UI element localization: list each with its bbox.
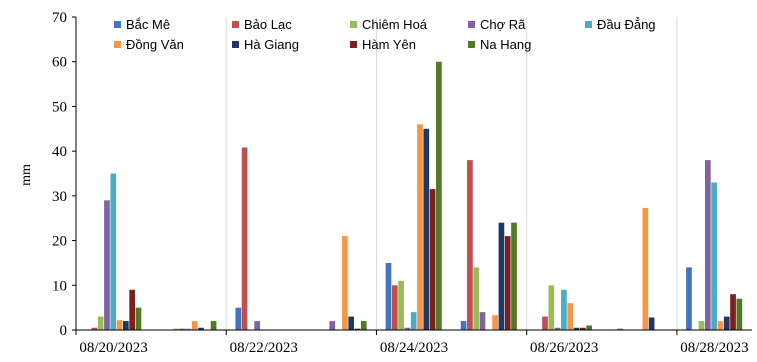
bar	[179, 328, 185, 330]
bar	[561, 289, 567, 330]
y-tick-label: 30	[52, 189, 67, 205]
legend-swatch	[350, 41, 357, 48]
bar	[116, 320, 123, 330]
bar	[241, 147, 248, 330]
legend-swatch	[468, 41, 475, 48]
y-tick-label: 0	[60, 323, 68, 339]
bar	[686, 267, 692, 330]
bar	[586, 325, 592, 330]
x-tick-label: 08/20/2023	[79, 340, 147, 356]
bar	[235, 307, 242, 330]
bar	[198, 327, 204, 330]
bar	[642, 207, 649, 330]
legend-label: Hàm Yên	[362, 37, 416, 52]
bar	[97, 316, 104, 330]
bar	[698, 321, 705, 330]
bar	[467, 160, 473, 330]
y-tick-label: 20	[52, 234, 67, 250]
bar	[391, 285, 398, 330]
bar	[554, 327, 561, 330]
vertical-gridlines	[225, 17, 678, 330]
bar	[354, 328, 361, 330]
bar	[417, 124, 423, 330]
bar	[542, 316, 548, 330]
x-tick-label: 08/24/2023	[380, 340, 448, 356]
bar	[704, 160, 711, 330]
bar	[498, 222, 505, 330]
bar	[410, 312, 417, 330]
bar	[104, 200, 110, 330]
legend-swatch	[585, 21, 592, 28]
legend-label: Chợ Rã	[480, 17, 526, 32]
legend-swatch	[468, 21, 475, 28]
legend-swatch	[232, 21, 239, 28]
bar	[717, 321, 724, 330]
bar	[342, 236, 348, 330]
legend-label: Chiêm Hoá	[362, 17, 428, 32]
bar	[91, 327, 98, 330]
bar	[423, 128, 430, 330]
legend-swatch	[114, 21, 121, 28]
legend-label: Na Hang	[480, 37, 531, 52]
bar	[254, 321, 261, 330]
y-tick-label: 60	[52, 55, 67, 71]
bar	[723, 316, 730, 330]
x-tick-label: 08/28/2023	[680, 340, 748, 356]
x-tick-label: 08/22/2023	[230, 340, 298, 356]
bars-group	[91, 61, 743, 331]
bar	[360, 321, 367, 330]
legend-swatch	[232, 41, 239, 48]
bar	[191, 321, 198, 330]
bar	[548, 285, 555, 330]
bar	[436, 61, 442, 331]
legend-label: Bắc Mê	[126, 17, 170, 32]
bar	[135, 307, 142, 330]
bar	[172, 328, 179, 330]
bar	[460, 321, 467, 330]
bar	[348, 316, 355, 330]
y-tick-labels: 0 10 20 30 40 50 60 70	[52, 10, 76, 339]
bar	[473, 267, 480, 330]
legend: Bắc Mê Bảo Lạc Chiêm Hoá Chợ Rã Đầu Đẳng Đồng…	[114, 17, 656, 52]
legend-label: Hà Giang	[244, 37, 299, 52]
legend-label: Đầu Đẳng	[597, 17, 656, 32]
y-tick-label: 70	[52, 10, 67, 26]
bar	[123, 321, 129, 330]
bar	[404, 327, 411, 330]
bar	[492, 315, 498, 330]
bar	[730, 294, 736, 330]
bar	[711, 182, 717, 330]
bar	[385, 262, 392, 330]
bar	[210, 321, 217, 330]
bar	[567, 303, 574, 330]
bar	[329, 321, 336, 330]
bar	[648, 317, 655, 330]
bar	[110, 173, 117, 330]
axes	[75, 17, 752, 335]
legend-label: Đồng Văn	[126, 37, 184, 52]
y-tick-label: 50	[52, 99, 67, 115]
x-tick-label: 08/26/2023	[530, 340, 598, 356]
bar	[504, 236, 511, 330]
bar	[398, 280, 404, 330]
y-tick-label: 40	[52, 144, 67, 160]
y-tick-label: 10	[52, 278, 67, 294]
bar	[129, 289, 136, 330]
bar	[573, 327, 580, 330]
y-axis-title: mm	[19, 164, 34, 186]
bar	[429, 189, 436, 330]
bar	[185, 328, 192, 330]
bar	[579, 327, 586, 330]
legend-label: Bảo Lạc	[244, 17, 292, 32]
bar	[479, 312, 486, 330]
legend-swatch	[114, 41, 121, 48]
x-tick-labels: 08/20/2023 08/22/2023 08/24/2023 08/26/2023…	[79, 340, 748, 356]
bar	[511, 222, 517, 330]
bar	[617, 328, 623, 330]
bar	[736, 298, 743, 330]
legend-swatch	[350, 21, 357, 28]
